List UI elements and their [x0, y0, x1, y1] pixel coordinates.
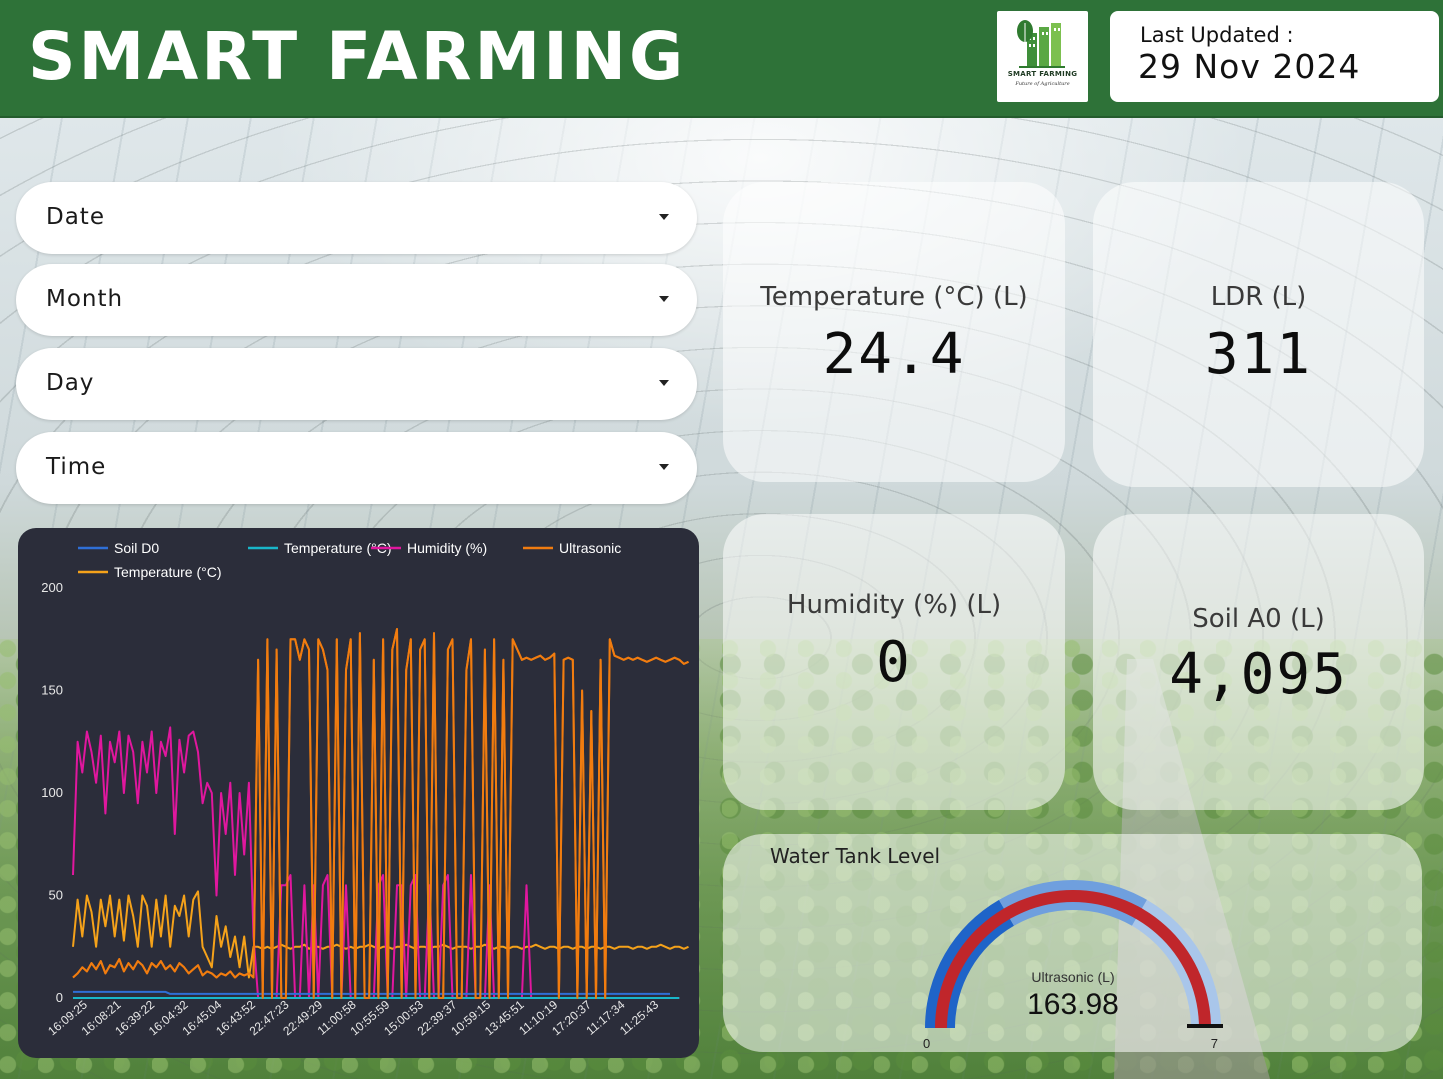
time-filter-dropdown[interactable]: Time — [16, 432, 697, 504]
gauge-band-mid — [999, 880, 1147, 926]
legend-label: Temperature (°C) — [114, 564, 222, 580]
temperature-scorecard-label: Temperature (°C) (L) — [760, 282, 1028, 312]
temperature-scorecard: Temperature (°C) (L) 24.4 — [723, 182, 1065, 482]
page-title: SMART FARMING — [28, 18, 687, 95]
soil-a0-scorecard: Soil A0 (L) 4,095 — [1093, 514, 1424, 810]
logo-text: SMART FARMING — [1007, 70, 1078, 78]
gauge-max-label: 7 — [1211, 1036, 1218, 1051]
y-tick-label: 200 — [41, 580, 63, 595]
date-filter-dropdown[interactable]: Date — [16, 182, 697, 254]
date-filter-label: Date — [46, 204, 105, 230]
gauge-target-marker — [1187, 1024, 1223, 1028]
month-filter-label: Month — [46, 286, 124, 312]
y-tick-label: 150 — [41, 683, 63, 698]
caret-down-icon — [659, 296, 669, 302]
legend-label: Temperature (°C) — [284, 540, 392, 556]
day-filter-label: Day — [46, 370, 95, 396]
water-tank-gauge-card: Water Tank Level Ultrasonic (L) 163.98 0 7 — [723, 834, 1422, 1052]
ldr-scorecard-label: LDR (L) — [1210, 282, 1307, 312]
humidity-scorecard: Humidity (%) (L) 0 — [723, 514, 1065, 810]
legend-label: Soil D0 — [114, 540, 159, 556]
gauge-value: 163.98 — [1027, 988, 1119, 1021]
month-filter-dropdown[interactable]: Month — [16, 264, 697, 336]
sensor-line-chart-svg: Soil D0 Temperature (°C) Humidity (%) Ultra… — [41, 540, 689, 1038]
gauge-min-label: 0 — [923, 1036, 930, 1051]
humidity-scorecard-label: Humidity (%) (L) — [786, 590, 1002, 620]
time-filter-label: Time — [46, 454, 107, 480]
series-line-ultrasonic-top — [72, 628, 689, 999]
day-filter-dropdown[interactable]: Day — [16, 348, 697, 420]
soil-a0-scorecard-label: Soil A0 (L) — [1192, 604, 1325, 634]
logo-tagline: Future of Agriculture — [1015, 81, 1070, 87]
last-updated-value: 29 Nov 2024 — [1138, 47, 1361, 86]
legend-label: Humidity (%) — [407, 540, 487, 556]
gauge-metric-label: Ultrasonic (L) — [1031, 969, 1114, 985]
gauge-title: Water Tank Level — [770, 844, 941, 868]
leaf-building-icon — [1017, 20, 1065, 68]
y-tick-label: 0 — [56, 990, 63, 1005]
logo: SMART FARMING Future of Agriculture — [997, 11, 1088, 102]
caret-down-icon — [659, 380, 669, 386]
ldr-scorecard-value: 311 — [1204, 322, 1313, 387]
last-updated-label: Last Updated : — [1140, 23, 1294, 47]
sensor-line-chart: Soil D0 Temperature (°C) Humidity (%) Ultra… — [18, 528, 699, 1058]
water-tank-gauge: Ultrasonic (L) 163.98 0 7 — [923, 880, 1223, 1051]
temperature-scorecard-value: 24.4 — [822, 322, 966, 387]
series-line-soil-d0 — [73, 990, 670, 995]
y-tick-label: 50 — [49, 888, 63, 903]
last-updated-card: Last Updated : 29 Nov 2024 — [1110, 11, 1439, 102]
caret-down-icon — [659, 214, 669, 220]
humidity-scorecard-value: 0 — [876, 630, 912, 695]
ldr-scorecard: LDR (L) 311 — [1093, 182, 1424, 487]
x-tick-label: 11:25:43 — [617, 997, 661, 1037]
soil-a0-scorecard-value: 4,095 — [1169, 642, 1348, 707]
y-tick-label: 100 — [41, 785, 63, 800]
header-bar: SMART FARMING SMART FARMING Future of Ag… — [0, 0, 1443, 118]
caret-down-icon — [659, 464, 669, 470]
legend-label: Ultrasonic — [559, 540, 621, 556]
